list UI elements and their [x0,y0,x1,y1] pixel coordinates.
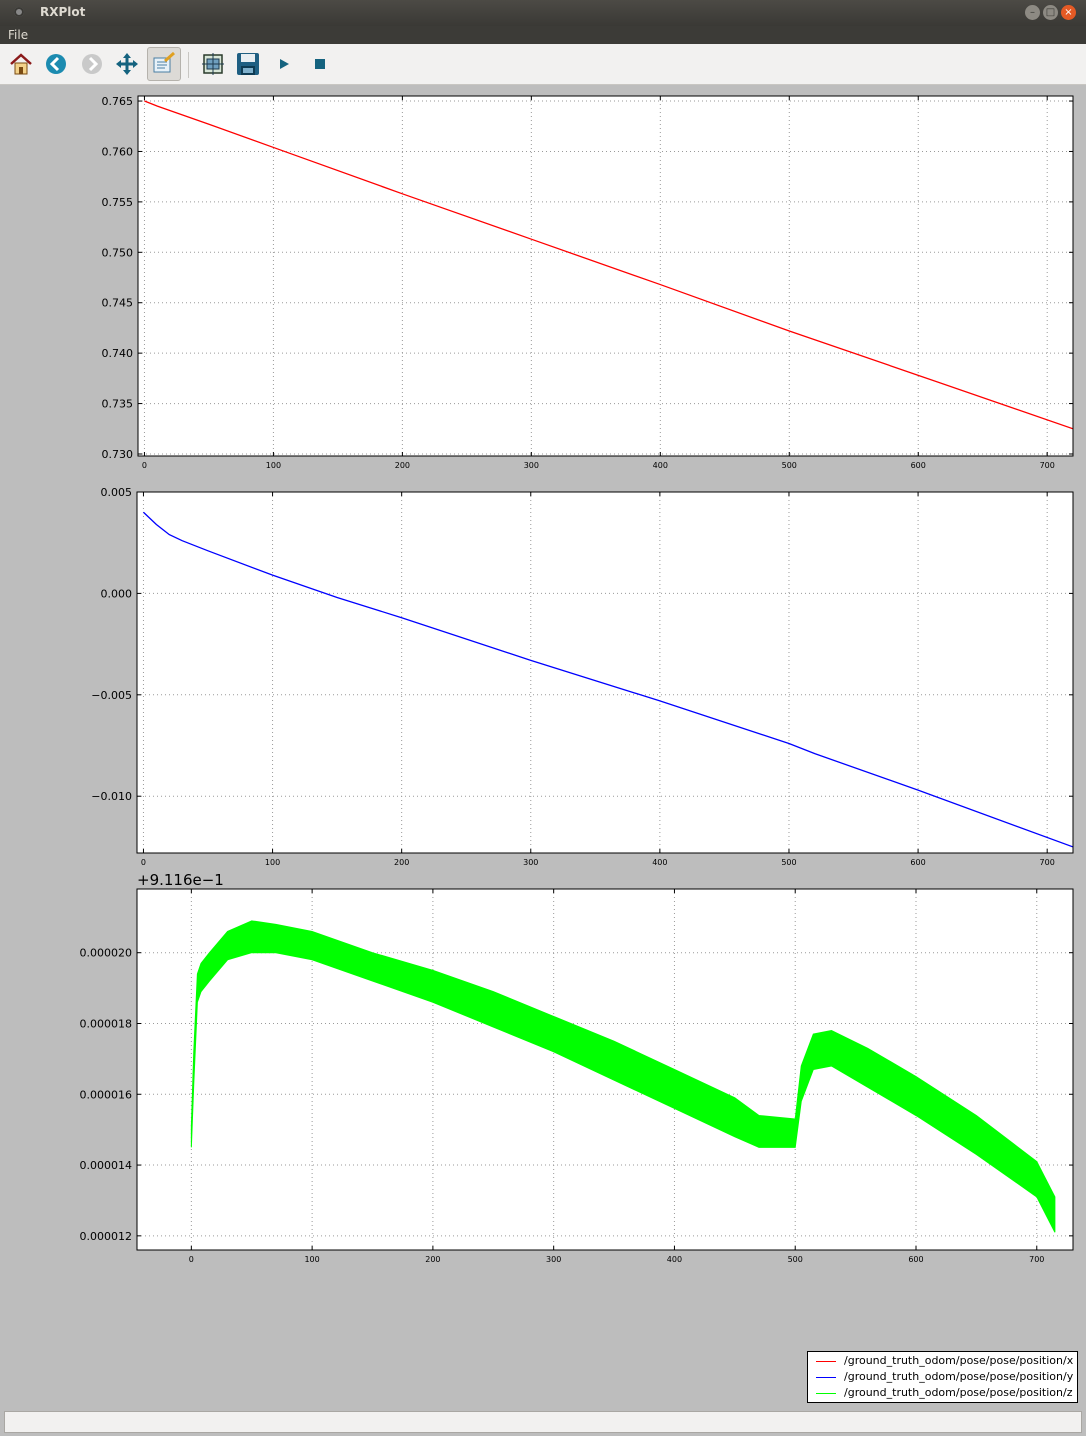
y-tick-label: 0.000018 [80,1017,133,1030]
plot-3-frame [136,888,1074,1251]
x-tick-label: 300 [524,461,539,470]
forward-arrow-icon [82,54,102,74]
x-tick-label: 500 [788,1255,803,1264]
legend-item-x: /ground_truth_odom/pose/pose/position/x [814,1353,1076,1369]
x-tick-label: 100 [304,1255,319,1264]
toolbar-separator [188,52,189,78]
x-tick-label: 0 [189,1255,194,1264]
menu-bar: File [0,26,1086,44]
home-button[interactable] [6,49,36,79]
series-line-x [144,100,1073,430]
title-bar: RXPlot – □ × [0,0,1086,26]
x-tick-label: 500 [782,461,797,470]
x-tick-label: 200 [425,1255,440,1264]
x-tick-label: 600 [908,1255,923,1264]
x-tick-label: 600 [911,461,926,470]
y-tick-label: 0.000016 [80,1088,133,1101]
y-tick-label: 0.760 [102,145,134,158]
x-tick-label: 300 [523,858,538,867]
x-tick-label: 200 [394,858,409,867]
y-tick-label: 0.000012 [80,1230,133,1243]
x-tick-label: 400 [653,461,668,470]
y-tick-label: 0.740 [102,347,134,360]
x-tick-label: 100 [266,461,281,470]
plot-2-area [137,492,1073,853]
play-button[interactable] [269,49,299,79]
x-tick-label: 600 [910,858,925,867]
plot-2-frame [136,491,1074,854]
y-tick-label: −0.005 [91,689,132,702]
y-tick-label: 0.000014 [80,1159,133,1172]
series-line-y [143,511,1073,848]
y-tick-label: −0.010 [91,790,132,803]
x-tick-label: 0 [142,461,147,470]
y-tick-label: 0.000 [101,587,133,600]
legend-label-y: /ground_truth_odom/pose/pose/position/y [844,1370,1074,1383]
legend-label-z: /ground_truth_odom/pose/pose/position/z [844,1386,1073,1399]
legend-label-x: /ground_truth_odom/pose/pose/position/x [844,1354,1074,1367]
legend-item-y: /ground_truth_odom/pose/pose/position/y [814,1369,1076,1385]
y-tick-label: 0.755 [102,196,134,209]
floppy-disk-icon [237,53,259,75]
axis-offset-label: +9.116e−1 [137,871,224,889]
x-tick-label: 500 [781,858,796,867]
pan-button[interactable] [112,49,142,79]
configure-subplots-button[interactable] [198,49,228,79]
plot-1-frame [137,95,1074,457]
back-button[interactable] [41,49,71,79]
x-tick-label: 400 [667,1255,682,1264]
close-button[interactable]: × [1061,5,1076,20]
status-bar [4,1411,1082,1433]
window-title: RXPlot [40,5,86,19]
play-icon [280,59,289,69]
x-tick-label: 100 [265,858,280,867]
zoom-rect-icon [153,51,175,73]
legend-item-z: /ground_truth_odom/pose/pose/position/z [814,1385,1076,1401]
y-tick-label: 0.765 [102,95,134,108]
toolbar [0,44,1086,85]
y-tick-label: 0.735 [102,398,134,411]
legend-swatch-z [816,1393,836,1394]
y-tick-label: 0.000020 [80,947,133,960]
x-tick-label: 400 [652,858,667,867]
forward-button[interactable] [77,49,107,79]
x-tick-label: 200 [395,461,410,470]
y-tick-label: 0.730 [102,448,134,461]
legend-swatch-y [816,1377,836,1378]
y-tick-label: 0.750 [102,246,134,259]
save-button[interactable] [233,49,263,79]
stop-icon [315,59,325,69]
x-tick-label: 0 [141,858,146,867]
maximize-button[interactable]: □ [1043,5,1058,20]
app-icon [14,7,24,17]
x-tick-label: 700 [1029,1255,1044,1264]
subplots-icon [202,53,224,75]
home-icon [10,53,32,75]
legend-swatch-x [816,1361,836,1362]
menu-file[interactable]: File [8,28,29,42]
legend: /ground_truth_odom/pose/pose/position/x … [807,1351,1078,1403]
y-tick-label: 0.745 [102,297,134,310]
x-tick-label: 700 [1040,461,1055,470]
minimize-button[interactable]: – [1025,5,1040,20]
series-line-z [190,920,1056,1233]
x-tick-label: 300 [546,1255,561,1264]
plot-1-area [138,96,1073,456]
zoom-button[interactable] [147,47,181,81]
back-arrow-icon [46,54,66,74]
y-tick-label: 0.005 [101,486,133,499]
stop-button[interactable] [305,49,335,79]
x-tick-label: 700 [1040,858,1055,867]
move-arrows-icon [116,53,138,75]
